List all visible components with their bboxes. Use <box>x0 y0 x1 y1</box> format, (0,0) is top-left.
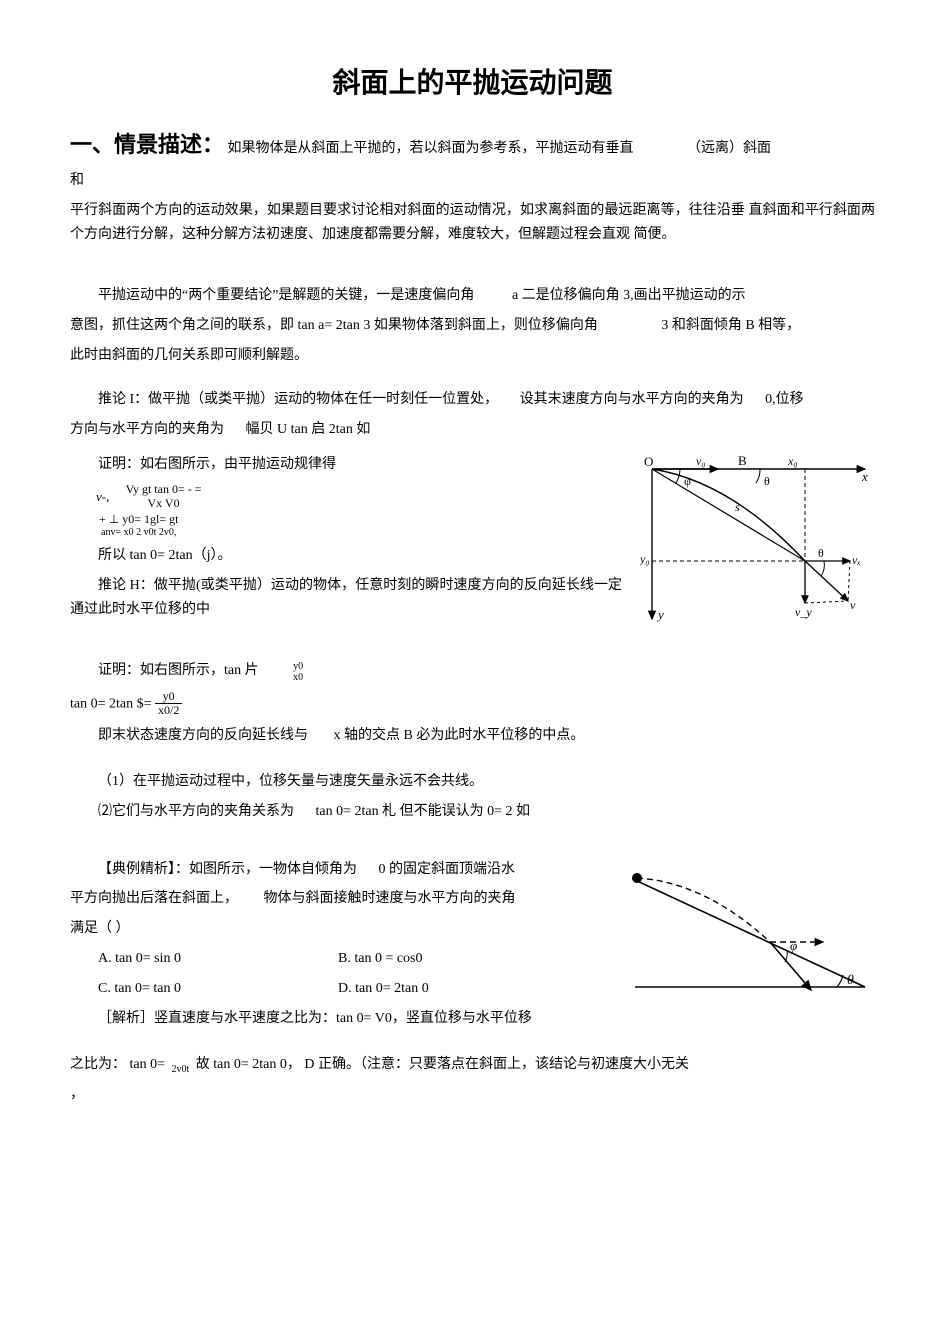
example-p2a: 平方向抛出后落在斜面上， <box>70 891 238 906</box>
fig1-label-y0: y₀ <box>640 552 650 566</box>
note-2b: tan 0= 2tan 札 但不能误认为 0= 2 如 <box>316 804 531 819</box>
choices-row2: C. tan 0= tan 0 D. tan 0= 2tan 0 <box>70 977 607 1001</box>
fig1-label-s: s <box>735 500 740 514</box>
proof2-concl: 即末状态速度方向的反向延长线与 x 轴的交点 B 必为此时水平位移的中点。 <box>70 724 875 748</box>
block2-line2: 意图，抓住这两个角之间的联系，即 tan a= 2tan 3 如果物体落到斜面上… <box>70 314 875 338</box>
example-sol2c: ， <box>70 1083 875 1107</box>
section-1-lead-a: 如果物体是从斜面上平抛的，若以斜面为参考系，平抛运动有垂直 <box>228 141 634 156</box>
section-1-line1: 一、情景描述： 如果物体是从斜面上平抛的，若以斜面为参考系，平抛运动有垂直 （远… <box>70 126 875 163</box>
fig1-label-vy: v_y <box>795 605 812 619</box>
fig2-label-theta: θ <box>847 973 854 988</box>
notes: （1）在平抛运动过程中，位移矢量与速度矢量永远不会共线。 ⑵它们与水平方向的夹角… <box>70 770 875 824</box>
example-sol2-den: 2v0t <box>169 1064 193 1076</box>
example-sol2b: 故 tan 0= 2tan 0， D 正确。（注意：只要落点在斜面上，该结论与初… <box>196 1057 689 1072</box>
example: θ φ 【典例精析】：如图所示，一物体自倾角为 0 的固定斜面顶端沿水 平方向抛… <box>70 858 875 1107</box>
fig1-label-O: O <box>644 454 653 469</box>
fig1-label-x: x <box>861 469 868 484</box>
block2-line2a: 意图，抓住这两个角之间的联系，即 tan a= 2tan 3 如果物体落到斜面上… <box>70 318 598 333</box>
block-2: 平抛运动中的“两个重要结论”是解题的关键，一是速度偏向角 a 二是位移偏向角 3… <box>70 284 875 367</box>
theorem1-head-c: 0,位移 <box>765 392 804 407</box>
example-p1a: 【典例精析】：如图所示，一物体自倾角为 <box>98 862 357 877</box>
proof2-frac1-num: y0 <box>262 661 306 673</box>
theorem-1: 推论 I：做平抛（或类平抛）运动的物体在任一时刻任一位置处， 设其末速度方向与水… <box>70 388 875 643</box>
note-2a: ⑵它们与水平方向的夹角关系为 <box>98 804 294 819</box>
choice-a: A. tan 0= sin 0 <box>70 947 310 971</box>
fig1-label-theta-top: θ <box>764 474 770 488</box>
theorem1-head-e: 幅贝 U tan 启 2tan 如 <box>246 422 371 437</box>
block2-line1b: a 二是位移偏向角 3,画出平抛运动的示 <box>512 288 746 303</box>
choice-c: C. tan 0= tan 0 <box>70 977 310 1001</box>
choice-d: D. tan 0= 2tan 0 <box>310 977 550 1001</box>
theorem1-head: 推论 I：做平抛（或类平抛）运动的物体在任一时刻任一位置处， 设其末速度方向与水… <box>70 388 875 412</box>
note-2: ⑵它们与水平方向的夹角关系为 tan 0= 2tan 札 但不能误认为 0= 2… <box>70 800 875 824</box>
proof2-line2-lhs: tan 0= 2tan $= <box>70 696 155 711</box>
fig1-label-v: v <box>850 598 856 612</box>
theorem1-head-b: 设其末速度方向与水平方向的夹角为 <box>520 392 744 407</box>
proof2-frac2-den: x0/2 <box>155 704 182 718</box>
figure-1: O v₀ B x₀ x s φ θ y₀ vₓ <box>640 451 875 635</box>
eq2-top: + ⊥ y0= 1gl= gt <box>96 513 181 527</box>
proof2-concl-a: 即末状态速度方向的反向延长线与 <box>98 728 308 743</box>
theorem1-head-d: 方向与水平方向的夹角为 <box>70 422 224 437</box>
choice-b: B. tan 0 = cos0 <box>310 947 550 971</box>
fig1-label-v0: v₀ <box>696 454 706 468</box>
proof2-concl-b: x 轴的交点 B 必为此时水平位移的中点。 <box>334 728 585 743</box>
section-1-lead-c: 和 <box>70 169 875 193</box>
theorem1-head2: 方向与水平方向的夹角为 幅贝 U tan 启 2tan 如 <box>70 418 875 442</box>
example-sol2: 之比为： tan 0= 2v0t 故 tan 0= 2tan 0， D 正确。（… <box>70 1050 875 1077</box>
section-1-heading: 一、情景描述： <box>70 132 224 157</box>
fig1-label-x0: x₀ <box>787 454 798 468</box>
block2-line1: 平抛运动中的“两个重要结论”是解题的关键，一是速度偏向角 a 二是位移偏向角 3… <box>70 284 875 308</box>
choices-row1: A. tan 0= sin 0 B. tan 0 = cos0 <box>70 947 607 971</box>
block2-line1a: 平抛运动中的“两个重要结论”是解题的关键，一是速度偏向角 <box>98 288 474 303</box>
example-sol2a: 之比为： tan 0= <box>70 1057 169 1072</box>
proof2-frac2-num: y0 <box>155 690 182 705</box>
figure-2: θ φ <box>625 862 875 1016</box>
note-1: （1）在平抛运动过程中，位移矢量与速度矢量永远不会共线。 <box>70 770 875 794</box>
section-1-lead-b: （远离）斜面 <box>687 141 771 156</box>
block2-line2b: 3 和斜面倾角 B 相等， <box>661 318 800 333</box>
eq2-bot: anv= x0 2 v0t 2v0, <box>96 527 181 539</box>
fig2-label-phi: φ <box>790 938 797 953</box>
fig1-label-y: y <box>656 607 664 622</box>
fig1-label-B: B <box>738 453 747 468</box>
fig1-label-theta-bot: θ <box>818 546 824 560</box>
fig1-label-vx: vₓ <box>852 553 861 567</box>
proof2-lead-row: 证明：如右图所示，tan 片 y0 x0 <box>70 659 875 684</box>
eq1-lhs: v-, <box>96 486 109 508</box>
page-title: 斜面上的平抛运动问题 <box>70 60 875 108</box>
fig1-label-phi-top: φ <box>684 474 691 488</box>
proof2-frac1-den: x0 <box>262 672 306 684</box>
example-p1b: 0 的固定斜面顶端沿水 <box>379 862 516 877</box>
eq1-top: Vy gt tan 0= - = <box>123 483 205 497</box>
eq1-bot: Vx V0 <box>123 497 205 511</box>
theorem1-head-a: 推论 I：做平抛（或类平抛）运动的物体在任一时刻任一位置处， <box>98 392 498 407</box>
proof2-lead: 证明：如右图所示，tan 片 <box>98 663 262 678</box>
example-p2b: 物体与斜面接触时速度与水平方向的夹角 <box>264 891 516 906</box>
block2-line3: 此时由斜面的几何关系即可顺利解题。 <box>70 344 875 368</box>
proof-2: 证明：如右图所示，tan 片 y0 x0 tan 0= 2tan $= y0 x… <box>70 659 875 748</box>
proof2-line2: tan 0= 2tan $= y0 x0/2 <box>70 690 875 719</box>
section-1-para2: 平行斜面两个方向的运动效果，如果题目要求讨论相对斜面的运动情况，如求离斜面的最远… <box>70 199 875 247</box>
